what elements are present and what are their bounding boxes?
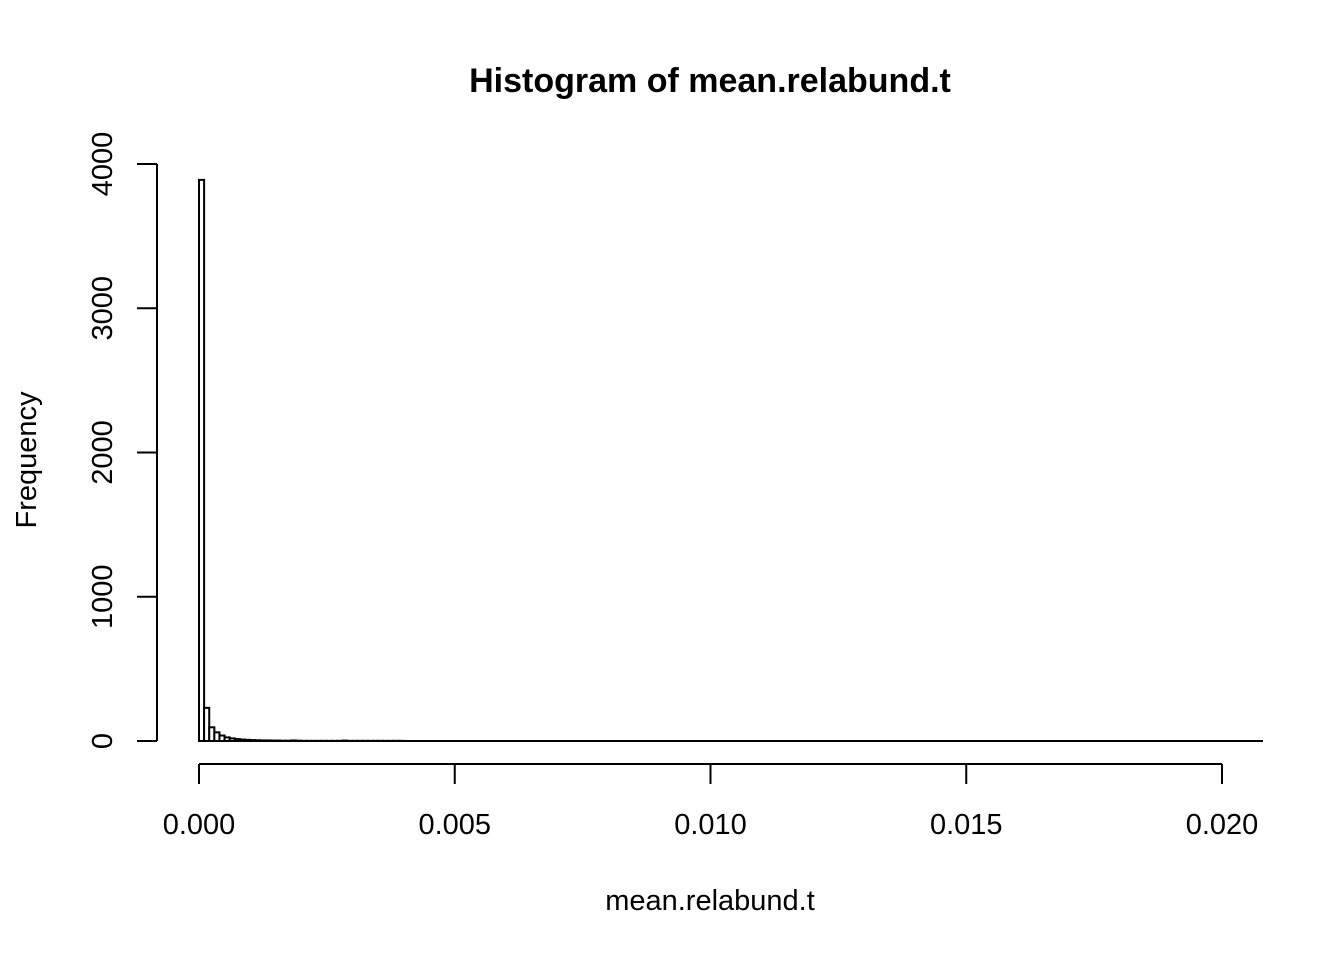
x-tick-label-4: 0.020 [1186, 809, 1259, 841]
histogram-bar-0 [198, 178, 206, 742]
y-axis: 0 1000 2000 3000 4000 [87, 132, 158, 749]
x-tick-label-0: 0.000 [163, 809, 236, 841]
x-tick-label-3: 0.015 [930, 809, 1003, 841]
y-tick-label-1: 1000 [87, 564, 119, 629]
x-axis: 0.000 0.005 0.010 0.015 0.020 [163, 763, 1259, 841]
y-tick-label-3: 3000 [87, 276, 119, 341]
y-tick-label-2: 2000 [87, 420, 119, 485]
y-tick-label-0: 0 [87, 733, 119, 749]
x-tick-label-2: 0.010 [674, 809, 747, 841]
chart-title: Histogram of mean.relabund.t [469, 62, 951, 100]
y-tick-label-4: 4000 [87, 132, 119, 197]
y-axis-label: Frequency [11, 391, 43, 529]
histogram-bars [198, 178, 405, 743]
x-tick-label-1: 0.005 [418, 809, 491, 841]
x-axis-label: mean.relabund.t [605, 885, 815, 917]
